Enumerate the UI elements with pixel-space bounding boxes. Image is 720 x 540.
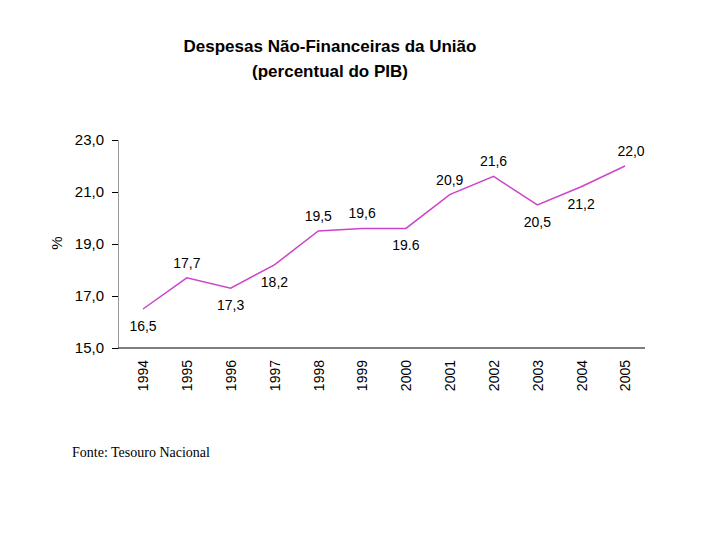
x-axis-line bbox=[118, 348, 645, 349]
y-axis-title: % bbox=[48, 236, 65, 249]
x-tick-label: 1998 bbox=[311, 360, 327, 391]
x-tick-label: 2000 bbox=[398, 360, 414, 391]
x-tick-label: 2005 bbox=[617, 360, 633, 391]
x-tick-label: 2004 bbox=[574, 360, 590, 391]
x-tick: 2003 bbox=[530, 348, 546, 391]
y-axis: 15,0 17,0 19,0 21,0 23,0 bbox=[75, 131, 119, 356]
source: Fonte: Tesouro Nacional bbox=[72, 445, 210, 460]
x-tick-label: 1995 bbox=[179, 360, 195, 391]
data-label: 17,7 bbox=[173, 255, 200, 271]
x-tick-label: 2001 bbox=[442, 360, 458, 391]
y-tick: 17,0 bbox=[75, 287, 118, 304]
y-tick-mark bbox=[112, 140, 118, 141]
x-tick: 1994 bbox=[135, 348, 151, 391]
x-tick: 2004 bbox=[574, 348, 590, 391]
data-label: 19,6 bbox=[348, 205, 375, 221]
x-tick: 1995 bbox=[179, 348, 195, 391]
data-label: 17,3 bbox=[217, 297, 244, 313]
x-axis: 1994 1995 1996 1997 1998 1999 2000 2001 2002 2003… bbox=[118, 348, 645, 391]
data-label: 19.6 bbox=[392, 237, 419, 253]
x-tick-label: 1997 bbox=[267, 360, 283, 391]
x-tick: 2005 bbox=[617, 348, 633, 391]
x-tick-label: 2003 bbox=[530, 360, 546, 391]
data-label: 16,5 bbox=[129, 318, 156, 334]
y-axis-line bbox=[112, 141, 119, 349]
x-tick-label: 1994 bbox=[135, 360, 151, 391]
y-tick: 23,0 bbox=[75, 131, 118, 148]
x-tick: 2002 bbox=[486, 348, 502, 391]
x-tick: 1996 bbox=[223, 348, 239, 391]
y-tick-mark bbox=[112, 244, 118, 245]
y-tick-label: 21,0 bbox=[75, 183, 104, 200]
x-tick: 2000 bbox=[398, 348, 414, 391]
x-tick: 1998 bbox=[311, 348, 327, 391]
x-tick-label: 1999 bbox=[354, 360, 370, 391]
y-tick: 15,0 bbox=[75, 339, 118, 356]
y-tick-label: 15,0 bbox=[75, 339, 104, 356]
data-label: 20,9 bbox=[436, 172, 463, 188]
x-tick: 1997 bbox=[267, 348, 283, 391]
plot-area bbox=[143, 166, 625, 309]
y-tick-label: 19,0 bbox=[75, 235, 104, 252]
data-label: 19,5 bbox=[305, 208, 332, 224]
data-label: 21,6 bbox=[480, 153, 507, 169]
chart-svg: Despesas Não-Financeiras da União (percen… bbox=[0, 0, 720, 540]
data-label: 21,2 bbox=[568, 196, 595, 212]
x-tick: 1999 bbox=[354, 348, 370, 391]
y-tick-mark bbox=[112, 348, 118, 349]
y-tick: 19,0 bbox=[75, 235, 118, 252]
data-label: 20,5 bbox=[524, 214, 551, 230]
data-labels: 16,5 17,7 17,3 18,2 19,5 19,6 19.6 20,9 21,6 20,5… bbox=[129, 143, 644, 334]
x-tick-label: 1996 bbox=[223, 360, 239, 391]
y-tick-mark bbox=[112, 192, 118, 193]
data-label: 22,0 bbox=[617, 143, 644, 159]
data-line bbox=[143, 166, 625, 309]
title: Despesas Não-Financeiras da União bbox=[184, 37, 477, 56]
y-tick-label: 23,0 bbox=[75, 131, 104, 148]
subtitle: (percentual do PIB) bbox=[252, 62, 408, 81]
x-tick-label: 2002 bbox=[486, 360, 502, 391]
y-tick: 21,0 bbox=[75, 183, 118, 200]
x-tick: 2001 bbox=[442, 348, 458, 391]
y-tick-mark bbox=[112, 296, 118, 297]
y-tick-label: 17,0 bbox=[75, 287, 104, 304]
data-label: 18,2 bbox=[261, 274, 288, 290]
